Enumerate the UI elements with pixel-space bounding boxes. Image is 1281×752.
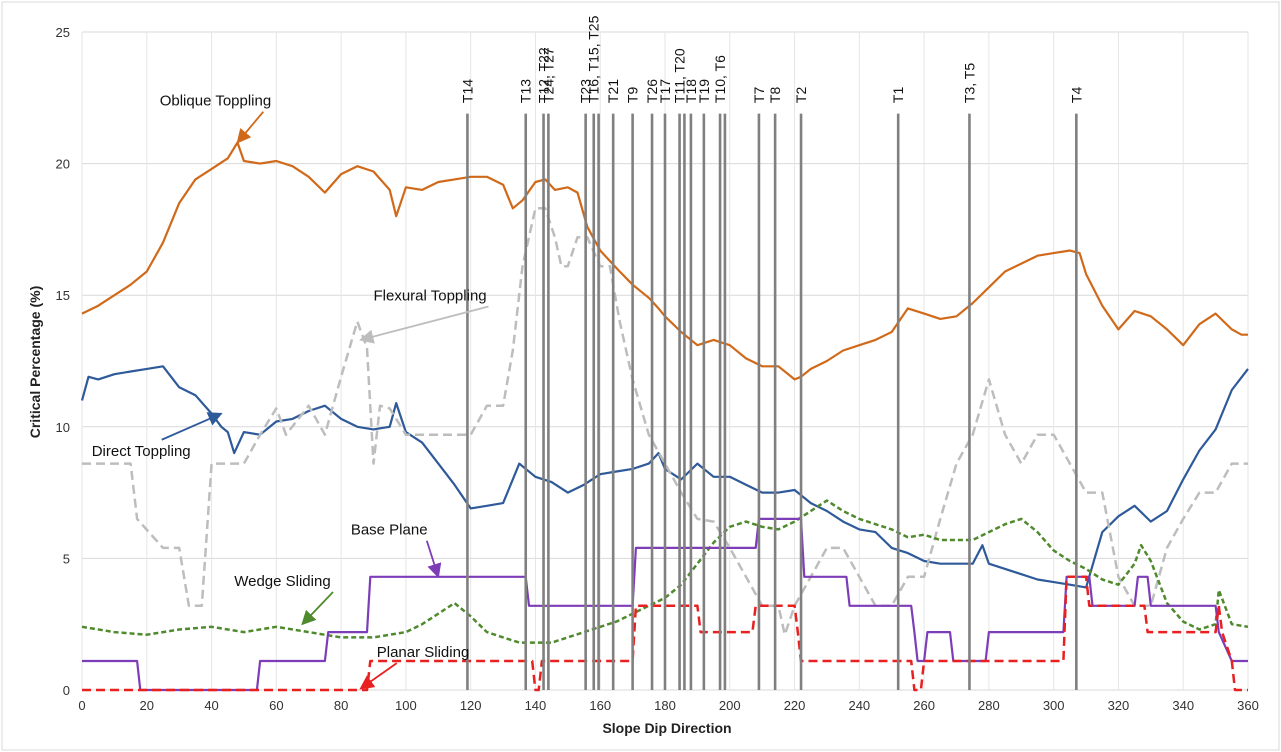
- x-axis-title: Slope Dip Direction: [602, 720, 731, 736]
- x-tick-label: 180: [654, 698, 676, 713]
- x-tick-label: 20: [140, 698, 154, 713]
- x-tick-label: 140: [525, 698, 547, 713]
- marker-label: T17: [657, 79, 673, 103]
- marker-label: T23: [578, 79, 594, 103]
- x-tick-label: 160: [589, 698, 611, 713]
- x-tick-label: 0: [78, 698, 85, 713]
- series-line-wedge-sliding: [81, 499, 1249, 644]
- series-line-direct-toppling: [80, 365, 1249, 589]
- annotation-label: Base Plane: [351, 522, 428, 539]
- x-tick-label: 40: [204, 698, 218, 713]
- x-tick-label: 360: [1237, 698, 1259, 713]
- y-tick-label: 15: [56, 288, 70, 303]
- marker-label: T7: [751, 87, 767, 104]
- x-tick-label: 320: [1108, 698, 1130, 713]
- series-annotations: Oblique Toppling Flexural Toppling Direct …: [92, 93, 489, 690]
- y-tick-label: 10: [56, 420, 70, 435]
- x-tick-label: 100: [395, 698, 417, 713]
- x-tick-label: 300: [1043, 698, 1065, 713]
- annotation-arrow: [236, 111, 265, 144]
- annotation-arrow: [425, 540, 442, 579]
- annotation-label: Wedge Sliding: [234, 573, 330, 590]
- marker-label: T10, T6: [712, 55, 728, 103]
- marker-label: T16, T15, T25: [586, 15, 602, 103]
- series-line-flexural-toppling: [82, 207, 1248, 636]
- x-tick-label: 240: [848, 698, 870, 713]
- marker-label: T9: [625, 87, 641, 104]
- x-tick-label: 280: [978, 698, 1000, 713]
- x-tick-label: 80: [334, 698, 348, 713]
- series-line-oblique-toppling: [81, 141, 1248, 381]
- marker-label: T4: [1068, 87, 1084, 104]
- marker-label: T12, T22: [536, 47, 552, 103]
- annotation-label: Flexural Toppling: [374, 287, 487, 304]
- y-axis-title: Critical Percentage (%): [27, 286, 43, 439]
- gridlines: [81, 31, 1249, 691]
- marker-label: T1: [890, 87, 906, 104]
- x-tick-label: 200: [719, 698, 741, 713]
- marker-label: T3, T5: [961, 63, 977, 103]
- y-tick-label: 20: [56, 157, 70, 172]
- marker-label: T8: [767, 87, 783, 104]
- marker-label: T18: [683, 79, 699, 103]
- y-tick-label: 25: [56, 25, 70, 40]
- marker-label: T24, T27: [540, 47, 556, 103]
- marker-label: T2: [793, 87, 809, 104]
- marker-label: T26: [644, 79, 660, 103]
- annotation-arrow: [359, 305, 489, 344]
- x-tick-label: 120: [460, 698, 482, 713]
- series-lines: [80, 141, 1249, 692]
- x-tick-label: 340: [1172, 698, 1194, 713]
- x-tick-label: 260: [913, 698, 935, 713]
- annotation-arrow: [161, 412, 223, 441]
- annotation-label: Direct Toppling: [92, 443, 191, 460]
- x-tick-label: 220: [784, 698, 806, 713]
- annotation-label: Oblique Toppling: [160, 93, 271, 110]
- marker-label: T14: [459, 79, 475, 103]
- annotation-arrow: [359, 662, 398, 690]
- annotation-arrow: [301, 591, 334, 626]
- x-tick-label: 60: [269, 698, 283, 713]
- axes: 0 20 40 60 80 100 120 140 160 180 200 220 240 260 280 3…: [56, 25, 1259, 713]
- series-line-base-plane: [82, 517, 1248, 692]
- marker-label: T11, T20: [672, 48, 688, 103]
- series-line-planar-sliding: [82, 575, 1248, 692]
- y-tick-label: 0: [63, 683, 70, 698]
- marker-label: T13: [518, 79, 534, 103]
- marker-label: T21: [605, 79, 621, 103]
- annotation-label: Planar Sliding: [377, 644, 470, 661]
- y-tick-label: 5: [63, 551, 70, 566]
- marker-label: T19: [696, 79, 712, 103]
